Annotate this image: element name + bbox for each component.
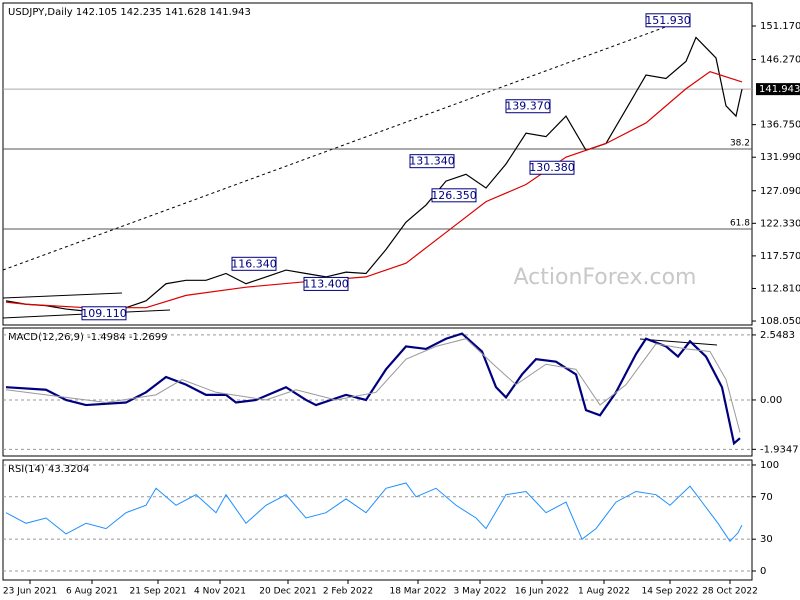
- x-tick-label: 14 Sep 2022: [641, 587, 698, 597]
- panel-title: USDJPY,Daily 142.105 142.235 141.628 141…: [8, 7, 251, 18]
- annotation-label: 131.340: [409, 155, 455, 168]
- y-tick-label: 100: [760, 460, 779, 471]
- x-tick-label: 28 Oct 2022: [702, 587, 758, 597]
- annotation-label: 113.400: [303, 277, 349, 290]
- x-tick-label: 6 Aug 2021: [66, 587, 118, 597]
- rsi-frame: [2, 459, 753, 581]
- y-tick-label: 2.5483: [760, 330, 795, 341]
- macd-frame: [2, 327, 753, 457]
- series-line: [5, 482, 743, 543]
- x-tick-label: 3 May 2022: [454, 587, 507, 597]
- last-price-label: 141.943: [759, 84, 800, 95]
- x-tick-label: 20 Dec 2021: [259, 587, 317, 597]
- panel-title: RSI(14) 43.3204: [8, 464, 89, 475]
- price-frame: [2, 2, 753, 326]
- annotation-box: [529, 160, 575, 175]
- frames: [2, 2, 753, 581]
- trend-line: [2, 17, 691, 271]
- annotation-box: [431, 188, 477, 203]
- x-tick-label: 1 Aug 2022: [578, 587, 630, 597]
- x-tick-label: 2 Feb 2022: [323, 587, 373, 597]
- annotation-label: 139.370: [505, 100, 551, 113]
- annotation-label: 109.110: [81, 307, 127, 320]
- x-tick-label: 4 Nov 2021: [194, 587, 246, 597]
- y-tick-label: 0: [760, 566, 766, 577]
- y-tick-label: 151.170: [760, 21, 800, 32]
- series-line: [5, 70, 743, 309]
- annotation-box: [303, 276, 349, 291]
- divergence-line: [639, 338, 718, 346]
- x-tick-label: 21 Sep 2021: [129, 587, 186, 597]
- channel-line: [2, 292, 123, 299]
- y-tick-label: 127.090: [760, 186, 800, 197]
- annotation-label: 116.340: [231, 257, 277, 270]
- y-tick-label: 70: [760, 492, 773, 503]
- y-tick-label: 117.570: [760, 251, 800, 262]
- panel-title: MACD(12,26,9) -1.4984 -1.2699: [8, 332, 168, 343]
- x-tick-label: 16 Jun 2022: [515, 587, 569, 597]
- y-tick-label: 122.330: [760, 218, 800, 229]
- annotation-label: 151.930: [645, 14, 691, 27]
- annotation-label: 130.380: [529, 161, 575, 174]
- x-tick-label: 23 Jun 2021: [3, 587, 57, 597]
- fib-label: 61.8: [730, 219, 750, 229]
- annotation-box: [231, 256, 277, 271]
- annotation-label: 126.350: [431, 189, 477, 202]
- y-tick-label: 131.990: [760, 152, 800, 163]
- watermark: ActionForex.com: [514, 265, 697, 290]
- fib-label: 38.2: [730, 138, 750, 148]
- annotation-box: [409, 154, 455, 169]
- series-line: [5, 332, 741, 446]
- annotation-box: [505, 99, 551, 114]
- series-line: [5, 338, 741, 433]
- y-tick-label: 136.750: [760, 120, 800, 131]
- y-tick-label: 30: [760, 534, 773, 545]
- annotation-box: [645, 13, 691, 28]
- y-tick-label: 146.270: [760, 55, 800, 66]
- annotation-box: [81, 306, 127, 321]
- x-tick-label: 18 Mar 2022: [389, 587, 446, 597]
- y-tick-label: -1.9347: [760, 444, 799, 455]
- y-tick-label: 108.050: [760, 316, 800, 327]
- series-line: [5, 36, 743, 312]
- y-tick-label: 112.810: [760, 283, 800, 294]
- last-price-box: [756, 83, 800, 96]
- y-tick-label: 0.00: [760, 395, 782, 406]
